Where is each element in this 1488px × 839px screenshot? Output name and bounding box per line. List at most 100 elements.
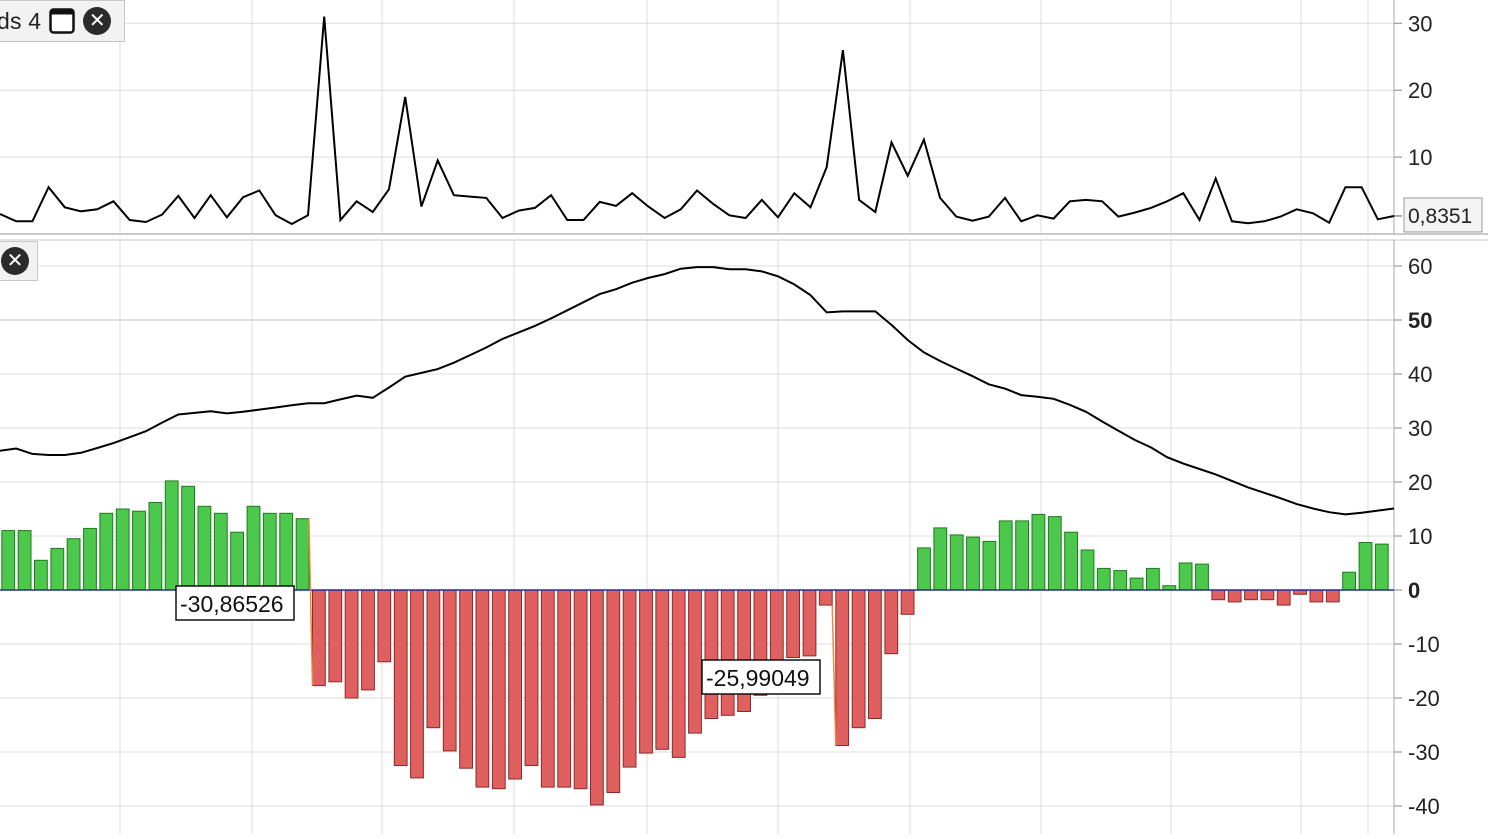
bar-positive	[933, 527, 948, 591]
bar-positive	[998, 520, 1013, 591]
bar-positive	[1031, 513, 1046, 591]
bar-negative	[426, 589, 441, 729]
bar-positive	[197, 505, 212, 591]
bar-positive	[295, 518, 310, 591]
y-tick-label: 20	[1408, 78, 1432, 103]
y-tick-label: -10	[1408, 632, 1440, 657]
bar-negative	[900, 589, 915, 615]
bar-negative	[1260, 589, 1275, 601]
window-icon[interactable]	[49, 8, 76, 34]
bar-negative	[786, 589, 801, 658]
y-tick-label: -20	[1408, 686, 1440, 711]
bar-positive	[1096, 567, 1111, 591]
bar-positive	[34, 559, 48, 591]
top-panel-tab: ds 4 ✕	[0, 0, 125, 42]
bar-negative	[1309, 589, 1324, 603]
top-plot-area	[0, 0, 1394, 234]
bar-positive	[1113, 570, 1128, 591]
bar-negative	[573, 589, 588, 790]
y-tick-label: 10	[1408, 145, 1432, 170]
bar-negative	[688, 589, 702, 734]
bar-positive	[115, 508, 130, 591]
bar-negative	[720, 589, 735, 716]
bar-negative	[1276, 589, 1291, 606]
y-tick-label: -40	[1408, 794, 1440, 819]
bar-negative	[344, 589, 359, 699]
annotation-connector	[308, 518, 314, 686]
top-panel-title: ds 4	[0, 7, 42, 34]
close-icon[interactable]: ✕	[1, 247, 29, 275]
y-tick-label: 30	[1408, 11, 1432, 36]
last-value-label: 0,8351	[1408, 205, 1472, 228]
bar-positive	[966, 536, 980, 591]
bar-negative	[884, 589, 899, 655]
bar-negative	[442, 589, 457, 752]
bar-positive	[66, 538, 81, 591]
bar-negative	[312, 589, 326, 687]
top-series-line	[0, 16, 1395, 226]
bar-negative	[1244, 589, 1258, 601]
bar-negative	[655, 589, 670, 750]
bar-negative	[1211, 589, 1226, 601]
y-tick-label: -30	[1408, 740, 1440, 765]
bar-positive	[148, 502, 163, 591]
bar-negative	[524, 589, 539, 766]
y-tick-label: 0	[1408, 578, 1420, 603]
bar-negative	[606, 589, 621, 793]
bar-negative	[639, 589, 653, 754]
bar-negative	[868, 589, 882, 719]
bar-positive	[1080, 549, 1095, 591]
bar-negative	[459, 589, 474, 769]
annotation-box	[175, 585, 295, 621]
bar-positive	[949, 534, 964, 591]
y-tick-label: 20	[1408, 470, 1432, 495]
bar-positive	[17, 530, 32, 591]
bar-positive	[99, 512, 114, 591]
bar-positive	[1015, 520, 1030, 591]
y-tick-label: 40	[1408, 362, 1432, 387]
y-tick-label: 10	[1408, 524, 1432, 549]
bar-positive	[262, 512, 277, 591]
bar-positive	[181, 485, 195, 591]
bar-negative	[851, 589, 866, 729]
bar-negative	[540, 589, 555, 788]
bar-positive	[1195, 563, 1209, 591]
bar-negative	[508, 589, 523, 780]
bottom-panel-tab: ✕	[0, 241, 38, 281]
bar-negative	[1325, 589, 1340, 603]
bar-negative	[622, 589, 637, 768]
bar-positive	[213, 512, 228, 591]
bar-negative	[393, 589, 408, 766]
y-tick-label: 60	[1408, 254, 1432, 279]
bar-negative	[818, 589, 833, 606]
bar-positive	[917, 547, 931, 591]
bar-negative	[328, 589, 343, 683]
bar-negative	[802, 589, 817, 657]
annotation-label: -25,99049	[706, 665, 810, 691]
bar-positive	[50, 547, 65, 591]
bar-positive	[279, 512, 294, 591]
bar-positive	[1, 530, 16, 591]
bar-negative	[704, 589, 719, 719]
annotation-connector	[831, 605, 837, 746]
annotation-box	[701, 659, 821, 695]
bar-negative	[835, 589, 850, 746]
last-value-badge	[1403, 197, 1483, 233]
bar-positive	[1342, 571, 1356, 591]
bar-negative	[1227, 589, 1242, 603]
bar-positive	[1374, 543, 1389, 591]
bar-negative	[590, 589, 604, 806]
y-tick-label: 50	[1408, 308, 1432, 333]
close-icon[interactable]: ✕	[83, 7, 112, 35]
bar-positive	[246, 505, 261, 591]
bar-positive	[1358, 542, 1373, 591]
bar-positive	[982, 540, 997, 591]
bar-positive	[164, 480, 179, 591]
bar-negative	[671, 589, 686, 758]
bar-positive	[1064, 531, 1078, 591]
bar-negative	[475, 589, 490, 788]
annotation-label: -30,86526	[180, 591, 284, 617]
bar-positive	[230, 531, 244, 591]
